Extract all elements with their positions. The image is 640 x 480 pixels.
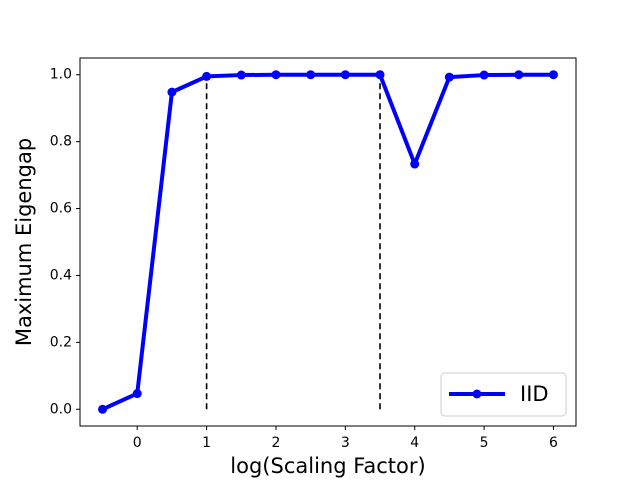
series-line xyxy=(101,72,554,412)
legend: IID xyxy=(440,372,567,417)
data-point xyxy=(410,159,420,169)
data-point xyxy=(340,70,350,80)
x-tick-label: 2 xyxy=(272,435,281,451)
y-tick-label: 0.4 xyxy=(50,267,72,283)
data-point xyxy=(375,70,385,80)
x-tick-label: 1 xyxy=(202,435,211,451)
y-tick-label: 1.0 xyxy=(50,67,72,83)
data-point xyxy=(236,70,246,80)
data-point xyxy=(132,389,142,399)
legend-marker xyxy=(472,389,482,399)
data-point xyxy=(98,404,108,414)
data-point xyxy=(548,70,558,80)
y-tick-label: 0.2 xyxy=(50,334,72,350)
plot-frame xyxy=(79,57,577,427)
data-point xyxy=(306,70,316,80)
legend-label: IID xyxy=(520,382,549,406)
x-tick-label: 0 xyxy=(133,435,142,451)
data-point xyxy=(514,70,524,80)
x-tick-label: 6 xyxy=(549,435,558,451)
x-tick-label: 4 xyxy=(410,435,419,451)
y-axis-label: Maximum Eigengap xyxy=(12,138,36,346)
data-point xyxy=(444,72,454,82)
x-axis-label: log(Scaling Factor) xyxy=(230,454,425,478)
x-tick-label: 5 xyxy=(480,435,489,451)
x-tick-label: 3 xyxy=(341,435,350,451)
data-point xyxy=(202,71,212,81)
y-tick-label: 0.0 xyxy=(50,401,72,417)
data-point xyxy=(271,70,281,80)
y-tick-label: 0.8 xyxy=(50,134,72,150)
y-tick-label: 0.6 xyxy=(50,201,72,217)
data-point xyxy=(167,87,177,97)
data-point xyxy=(479,70,489,80)
